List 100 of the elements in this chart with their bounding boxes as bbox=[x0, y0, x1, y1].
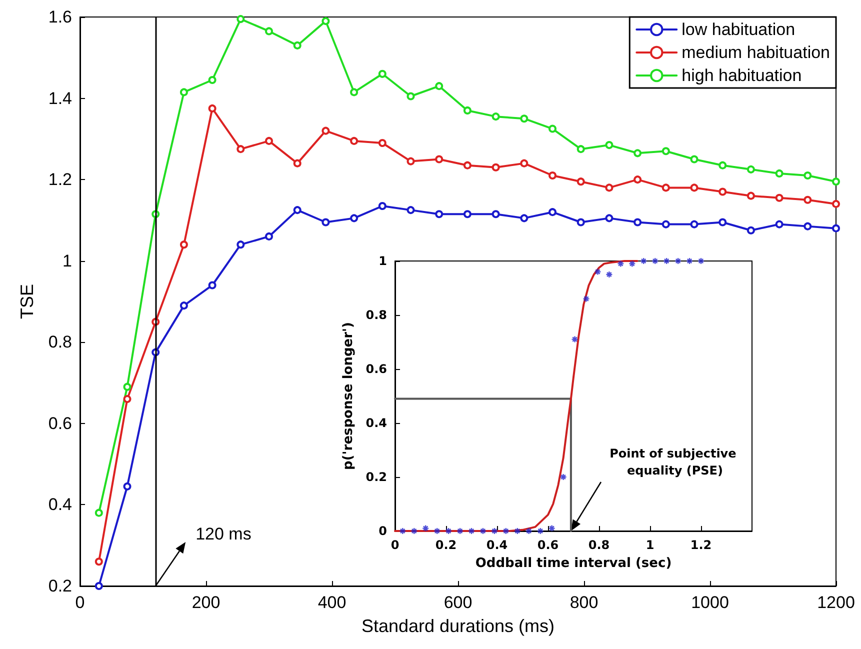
point bbox=[652, 257, 659, 265]
point bbox=[463, 210, 472, 218]
point bbox=[236, 240, 245, 249]
x-tick-label: 0.8 bbox=[588, 538, 610, 552]
point bbox=[399, 527, 406, 535]
point bbox=[94, 582, 103, 590]
x-tick-label: 400 bbox=[318, 593, 346, 612]
point bbox=[180, 88, 188, 96]
point bbox=[832, 200, 840, 208]
y-tick-label: 0.2 bbox=[366, 470, 387, 484]
y-tick-label: 0.8 bbox=[366, 308, 387, 322]
point bbox=[775, 194, 784, 202]
point bbox=[322, 218, 330, 226]
point bbox=[640, 257, 648, 265]
x-tick-label: 1200 bbox=[817, 593, 855, 612]
point bbox=[406, 206, 415, 214]
point bbox=[492, 210, 500, 218]
point bbox=[605, 184, 614, 192]
point bbox=[123, 482, 132, 490]
point bbox=[378, 70, 386, 78]
point bbox=[94, 558, 103, 566]
point bbox=[265, 136, 273, 145]
point bbox=[634, 218, 642, 226]
point bbox=[378, 138, 386, 147]
point bbox=[690, 184, 698, 192]
point bbox=[525, 527, 532, 535]
point bbox=[582, 295, 590, 302]
y-tick-label: 0.4 bbox=[366, 416, 387, 430]
point bbox=[350, 88, 358, 96]
y-tick-label: 1.2 bbox=[48, 170, 72, 190]
point bbox=[548, 172, 556, 180]
legend-label: high habituation bbox=[682, 66, 802, 85]
point bbox=[236, 15, 245, 24]
point bbox=[514, 527, 521, 535]
x-tick-label: 600 bbox=[444, 593, 472, 612]
point bbox=[520, 214, 528, 222]
point bbox=[617, 260, 624, 268]
point bbox=[634, 176, 642, 184]
x-tick-label: 0.6 bbox=[537, 538, 559, 552]
x-axis-title: Standard durations (ms) bbox=[361, 616, 555, 636]
point bbox=[594, 268, 602, 276]
x-tick-label: 200 bbox=[192, 593, 220, 612]
point bbox=[265, 27, 273, 36]
point bbox=[536, 527, 544, 535]
point bbox=[350, 136, 358, 145]
point bbox=[180, 302, 188, 310]
y-tick-label: 1.4 bbox=[48, 88, 72, 108]
point bbox=[422, 524, 430, 532]
point bbox=[804, 222, 812, 230]
x-axis-title: Oddball time interval (sec) bbox=[475, 556, 672, 571]
point bbox=[463, 106, 472, 114]
point bbox=[718, 188, 727, 196]
point bbox=[456, 527, 464, 535]
point bbox=[180, 240, 188, 249]
point bbox=[490, 527, 498, 535]
point bbox=[746, 226, 755, 234]
point bbox=[605, 141, 614, 150]
point bbox=[463, 161, 472, 170]
y-tick-label: 0 bbox=[378, 524, 387, 538]
point bbox=[468, 527, 476, 535]
point bbox=[690, 220, 698, 228]
point bbox=[435, 155, 444, 164]
point bbox=[548, 524, 556, 532]
y-tick-label: 0.2 bbox=[48, 576, 72, 596]
point bbox=[718, 161, 727, 170]
point bbox=[576, 218, 585, 226]
point bbox=[606, 270, 613, 278]
point bbox=[435, 82, 444, 90]
x-tick-label: 1000 bbox=[691, 593, 729, 612]
y-tick-label: 1.6 bbox=[48, 8, 72, 26]
point bbox=[718, 218, 727, 226]
x-tick-label: 0.4 bbox=[486, 538, 508, 552]
point bbox=[492, 163, 500, 172]
point bbox=[378, 202, 386, 210]
point bbox=[662, 184, 670, 192]
point bbox=[520, 114, 528, 123]
point bbox=[492, 112, 500, 121]
point bbox=[406, 157, 415, 166]
x-tick-label: 1.2 bbox=[690, 538, 712, 552]
point bbox=[444, 527, 452, 535]
point bbox=[265, 232, 273, 240]
point bbox=[520, 159, 528, 168]
x-tick-label: 0 bbox=[75, 593, 85, 612]
point bbox=[94, 508, 103, 517]
point bbox=[236, 145, 245, 154]
ref-line-label: 120 ms bbox=[196, 524, 252, 544]
point bbox=[746, 192, 755, 200]
x-tick-label: 1 bbox=[646, 538, 654, 552]
point bbox=[686, 257, 694, 265]
point bbox=[293, 206, 302, 214]
point bbox=[576, 145, 585, 154]
point bbox=[208, 104, 216, 112]
x-tick-label: 0.2 bbox=[435, 538, 457, 552]
point bbox=[746, 165, 755, 174]
annotation: Point of subjective equality (PSE) bbox=[610, 446, 740, 478]
point bbox=[406, 92, 415, 100]
point bbox=[804, 196, 812, 204]
point bbox=[605, 214, 614, 222]
point bbox=[502, 527, 510, 535]
point bbox=[433, 527, 441, 535]
